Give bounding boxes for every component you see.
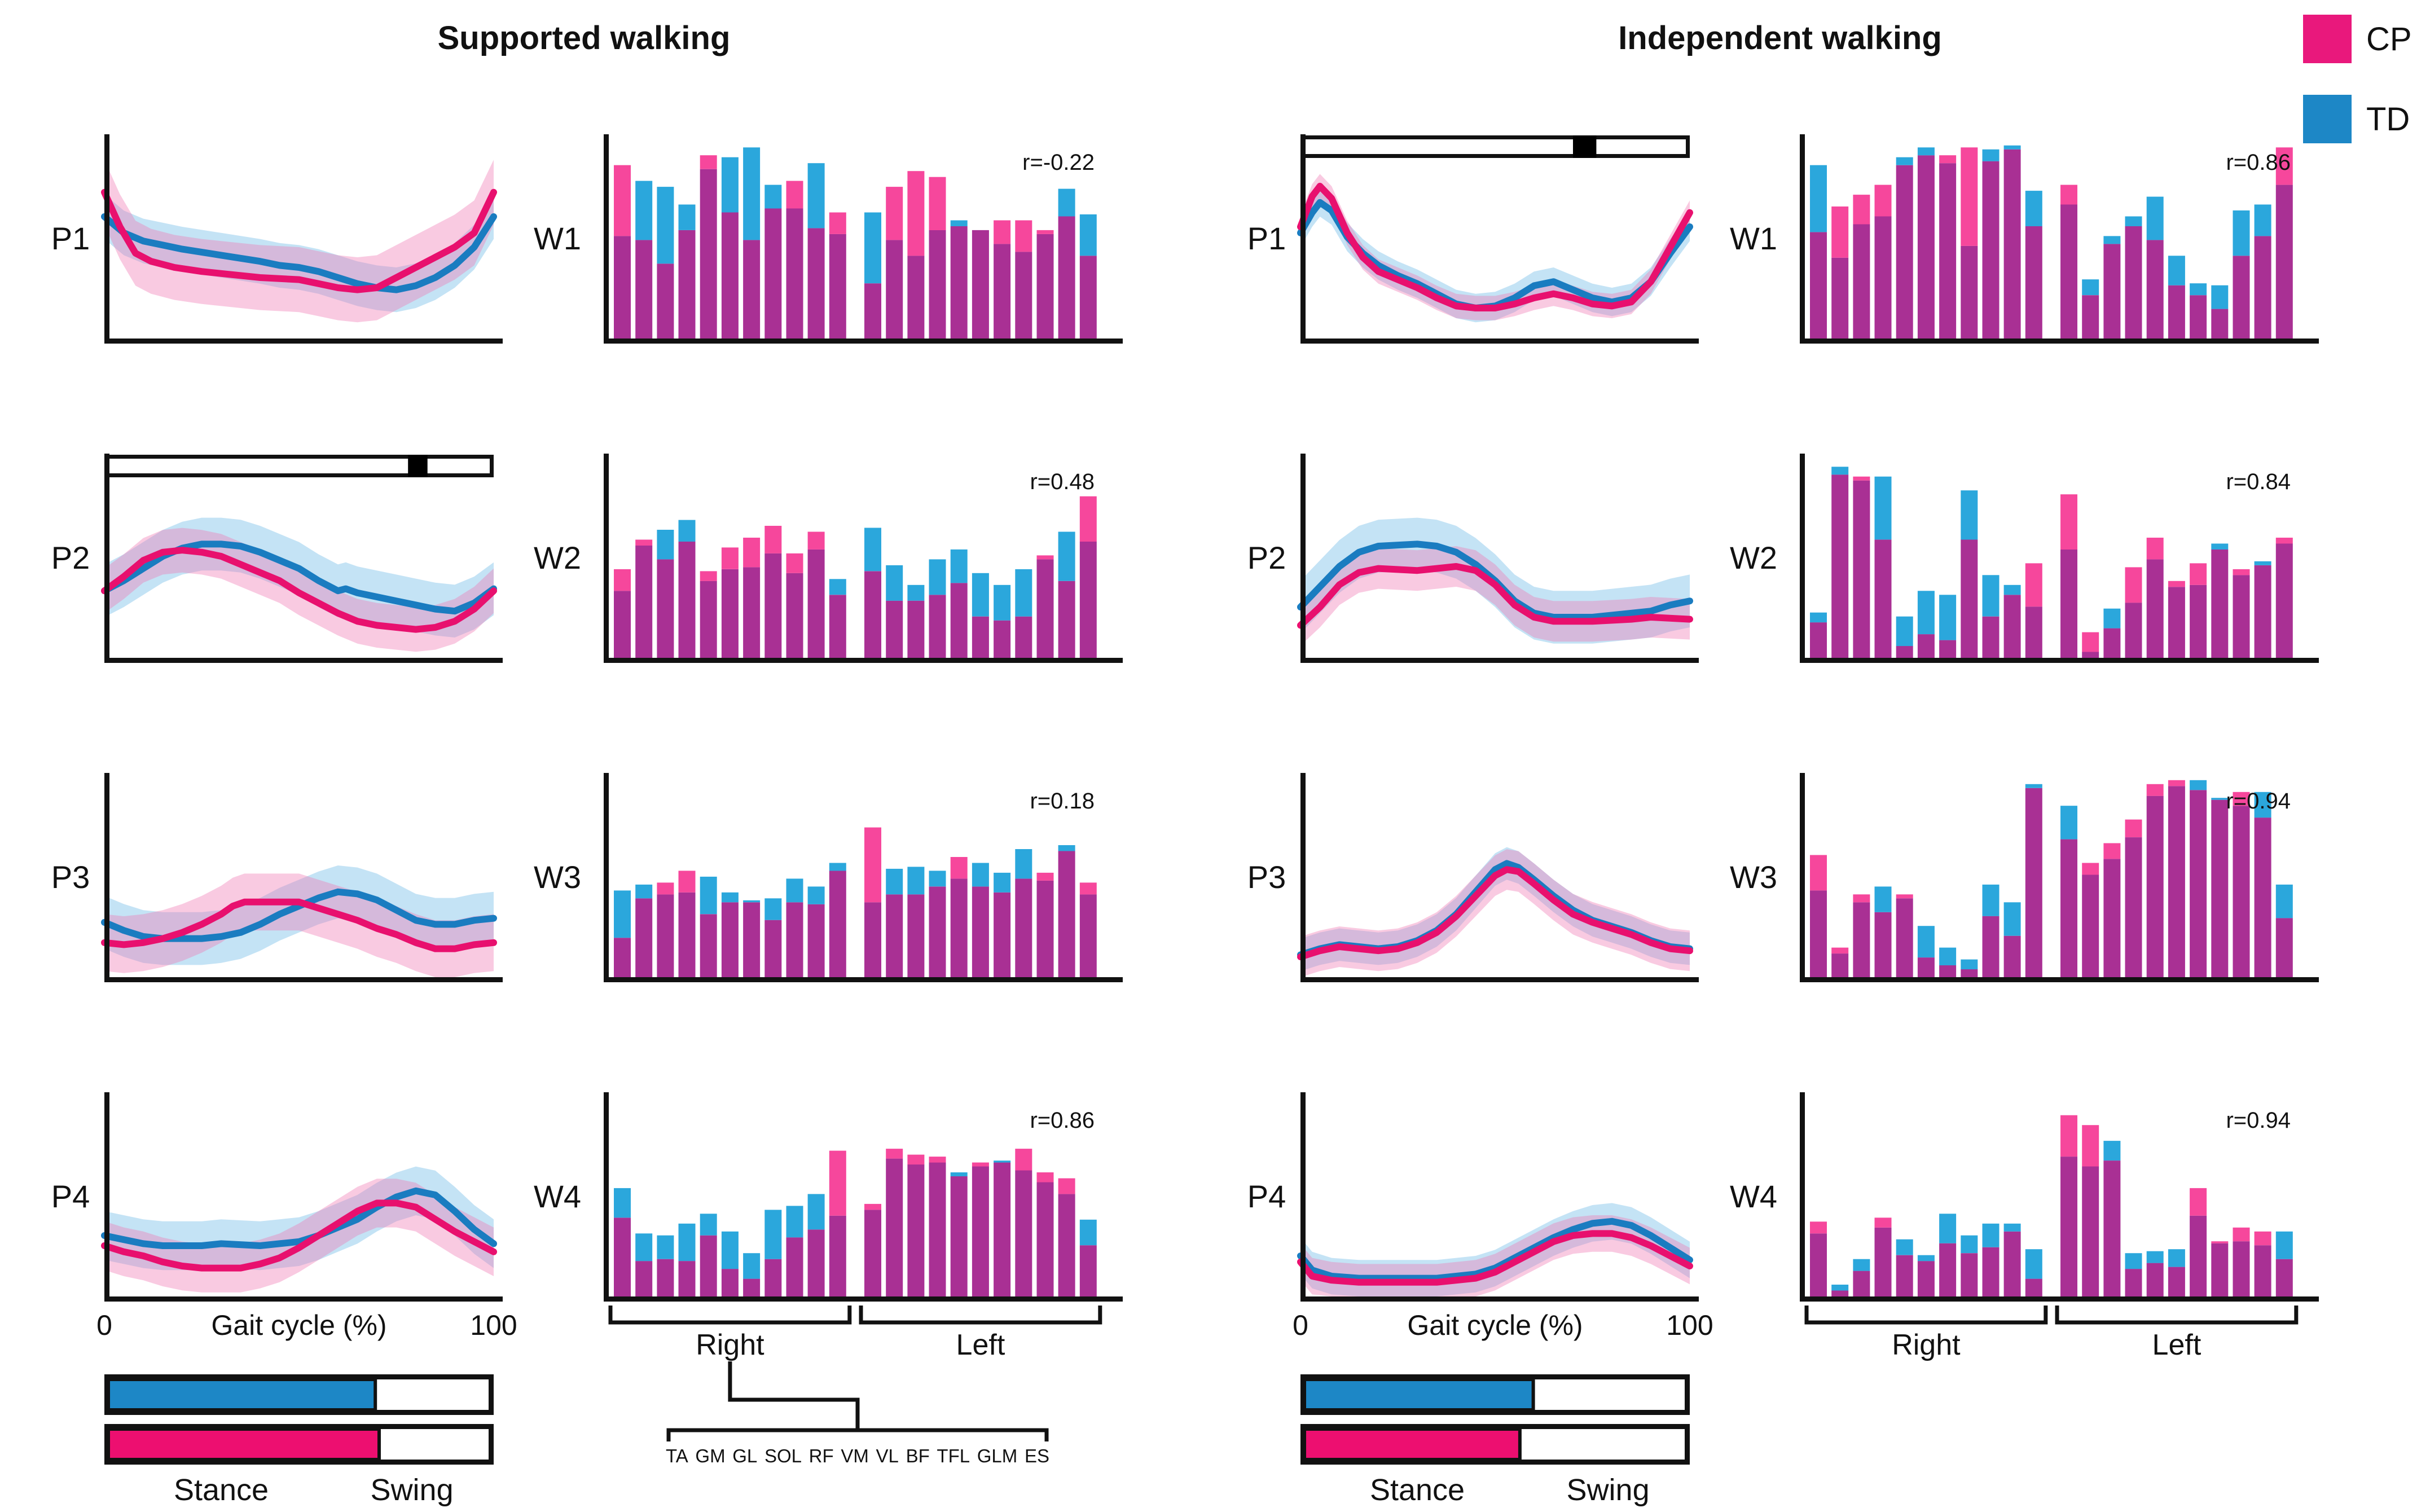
pattern-plot-p3-supported — [101, 773, 503, 982]
legend-row-td: TD — [2303, 95, 2412, 143]
muscle-label-bf: BF — [906, 1445, 930, 1466]
legend-swatch-td — [2303, 95, 2352, 143]
title-independent-walking: Independent walking — [1618, 20, 1942, 56]
r-value-w2: r=0.48 — [1030, 469, 1095, 494]
weight-label-w1: W1 — [534, 221, 581, 256]
muscle-bracket-connector — [666, 1361, 1049, 1441]
pattern-plot-p1-supported — [101, 134, 503, 344]
weight-plot-w4-independent — [1800, 1092, 2319, 1302]
r-value-w2: r=0.84 — [2226, 469, 2291, 494]
weight-label-w4: W4 — [534, 1179, 581, 1214]
weight-plot-w1-independent — [1800, 134, 2319, 344]
pattern-plot-p1-independent — [1297, 134, 1699, 344]
weight-plot-w3-independent — [1800, 773, 2319, 982]
swing-label: Swing — [1566, 1473, 1650, 1507]
legend-label-cp: CP — [2366, 20, 2412, 58]
pattern-label-p1: P1 — [51, 221, 90, 256]
r-value-w4: r=0.94 — [2226, 1108, 2291, 1133]
right-left-brackets — [1804, 1306, 2299, 1325]
xaxis-label: Gait cycle (%) — [211, 1309, 387, 1341]
pattern-label-p2: P2 — [51, 540, 90, 575]
pattern-label-p3: P3 — [1247, 859, 1286, 895]
r-value-w3: r=0.18 — [1030, 789, 1095, 814]
r-value-w1: r=0.86 — [2226, 150, 2291, 175]
title-supported-walking: Supported walking — [437, 20, 731, 56]
pattern-plot-p3-independent — [1297, 773, 1699, 982]
muscle-label-glm: GLM — [977, 1445, 1018, 1466]
xaxis-tick-100: 100 — [1666, 1309, 1713, 1341]
muscle-label-gm: GM — [695, 1445, 726, 1466]
weight-plot-w4-supported — [604, 1092, 1123, 1302]
pattern-plot-p2-supported — [101, 454, 503, 663]
r-value-w3: r=0.94 — [2226, 789, 2291, 814]
legend-swatch-cp — [2303, 15, 2352, 63]
right-left-brackets — [608, 1306, 1102, 1325]
group-label-right: Right — [1892, 1329, 1961, 1361]
muscle-label-vm: VM — [841, 1445, 869, 1466]
pattern-plot-p4-supported — [101, 1092, 503, 1302]
xaxis-tick-100: 100 — [470, 1309, 517, 1341]
muscle-label-tfl: TFL — [937, 1445, 970, 1466]
group-label-right: Right — [696, 1329, 764, 1361]
muscle-label-gl: GL — [732, 1445, 758, 1466]
legend-label-td: TD — [2366, 100, 2410, 138]
stance-swing-bars — [1300, 1374, 1690, 1465]
pattern-label-p4: P4 — [1247, 1179, 1286, 1214]
legend: CP TD — [2303, 15, 2412, 175]
muscle-label-es: ES — [1024, 1445, 1049, 1466]
weight-plot-w2-independent — [1800, 454, 2319, 663]
xaxis-tick-0: 0 — [1293, 1309, 1308, 1341]
weight-label-w2: W2 — [534, 540, 581, 575]
weight-label-w3: W3 — [534, 859, 581, 895]
r-value-w4: r=0.86 — [1030, 1108, 1095, 1133]
weight-plot-w3-supported — [604, 773, 1123, 982]
pattern-label-p4: P4 — [51, 1179, 90, 1214]
group-label-left: Left — [956, 1329, 1005, 1361]
stance-label: Stance — [173, 1473, 269, 1507]
weight-plot-w2-supported — [604, 454, 1123, 663]
weight-label-w1: W1 — [1730, 221, 1777, 256]
stance-label: Stance — [1369, 1473, 1465, 1507]
pattern-label-p3: P3 — [51, 859, 90, 895]
muscle-label-ta: TA — [666, 1445, 688, 1466]
pattern-label-p1: P1 — [1247, 221, 1286, 256]
xaxis-tick-0: 0 — [96, 1309, 112, 1341]
pattern-plot-p2-independent — [1297, 454, 1699, 663]
r-value-w1: r=-0.22 — [1022, 150, 1095, 175]
muscle-label-vl: VL — [876, 1445, 899, 1466]
muscle-label-sol: SOL — [764, 1445, 802, 1466]
stance-swing-bars — [104, 1374, 494, 1465]
weight-label-w4: W4 — [1730, 1179, 1777, 1214]
weight-label-w3: W3 — [1730, 859, 1777, 895]
pattern-plot-p4-independent — [1297, 1092, 1699, 1302]
pattern-label-p2: P2 — [1247, 540, 1286, 575]
legend-row-cp: CP — [2303, 15, 2412, 63]
swing-label: Swing — [370, 1473, 454, 1507]
muscle-labels: TA GM GL SOL RF VM VL BF TFL GLM ES — [666, 1445, 1049, 1467]
weight-label-w2: W2 — [1730, 540, 1777, 575]
xaxis-label: Gait cycle (%) — [1407, 1309, 1583, 1341]
muscle-label-rf: RF — [808, 1445, 834, 1466]
group-label-left: Left — [2152, 1329, 2201, 1361]
weight-plot-w1-supported — [604, 134, 1123, 344]
